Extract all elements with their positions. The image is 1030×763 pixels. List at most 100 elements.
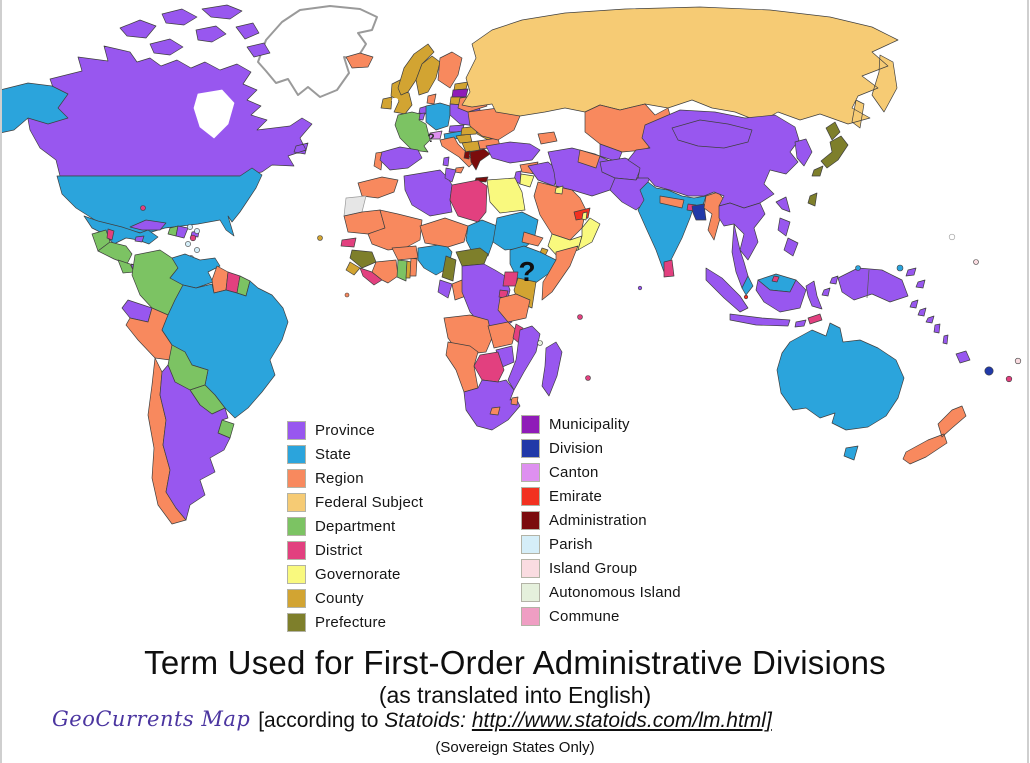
map-region-turkey [485,141,541,164]
legend-item-division: Division [521,438,681,458]
map-region-madagascar [541,341,563,397]
map-region-sri-lanka [663,259,675,278]
map-dot-micronesia [855,265,861,271]
map-region-seychelles [577,314,583,320]
legend-label-municipality: Municipality [549,415,630,433]
legend-label-administration: Administration [549,511,647,529]
map-region-mozambique [507,325,541,391]
legend-swatch-province [287,420,306,440]
map-region-gabon [437,279,453,299]
legend-label-parish: Parish [549,535,593,553]
map-dot-cape-verde [317,235,323,241]
map-region-jamaica [134,235,145,243]
map-region-greenland [257,5,378,98]
legend-swatch-prefecture [287,612,306,632]
map-region-russia [461,6,899,129]
map-region-algeria [403,169,453,217]
legend-column-left: Province State Region Federal Subject Depart… [287,420,423,636]
map-region-finland [437,51,463,89]
map-region-albania [463,150,471,160]
legend-label-emirate: Emirate [549,487,603,505]
legend-item-commune: Commune [521,606,681,626]
map-region-iceland [345,52,374,69]
legend-item-county: County [287,588,423,608]
attribution-prefix: [according to [258,709,385,732]
map-region-spain [379,146,423,171]
legend-swatch-federal-subject [287,492,306,512]
map-region-tonga [1005,375,1013,383]
map-region-norway [397,43,435,96]
map-region-indonesia [705,267,839,328]
legend-label-autonomous-island: Autonomous Island [549,583,681,601]
page-subtitle: (as translated into English) [378,682,652,708]
map-region-japan [811,121,849,177]
map-dot-lesser-antilles [194,228,200,234]
map-region-venezuela [169,253,221,289]
map-dot-bahamas [140,205,146,211]
map-region-jordan [519,173,535,188]
map-region-micronesia [855,264,904,272]
map-region-greece [469,148,491,183]
map-region-new-guinea-border [866,269,870,299]
page-title: Term Used for First-Order Administrative… [144,644,886,681]
map-region-honduras-nicaragua [97,241,133,265]
map-region-nepal [659,195,685,209]
map-dot-atlantic-island-dot [344,292,350,298]
legend-label-federal-subject: Federal Subject [315,493,424,511]
map-region-argentina [159,364,231,521]
map-region-niger [419,217,469,248]
map-region-antilles-dot [189,234,197,242]
map-region-caucasus [537,131,558,145]
right-border-line [1027,0,1029,763]
legend-item-governorate: Governorate [287,564,423,584]
map-region-slovenia-croatia [455,133,473,144]
map-dot-antilles-dot [189,234,197,242]
legend-item-department: Department [287,516,423,536]
legend-item-state: State [287,444,423,464]
map-region-new-zealand [902,405,967,465]
map-region-eritrea [521,231,544,247]
map-dot-comoros [537,340,543,346]
map-dot-pacific-open-circle [1014,357,1022,365]
map-region-egypt [486,177,526,214]
legend-swatch-canton [521,462,540,482]
legend-swatch-division [521,438,540,458]
legend-swatch-municipality [521,414,540,434]
map-dot-pacific-circle-gray [948,233,956,241]
legend-label-state: State [315,445,352,463]
map-region-benin [409,257,418,277]
map-dot-mauritius [585,375,591,381]
legend-swatch-state [287,444,306,464]
legend-item-province: Province [287,420,423,440]
map-region-guyana [211,265,229,294]
attribution-source: Statoids: [384,709,472,732]
attribution-url-link[interactable]: http://www.statoids.com/lm.html] [471,709,772,732]
legend-label-department: Department [315,517,396,535]
map-region-lesser-antilles [185,224,200,261]
map-region-pacific-circle-pink [973,259,979,265]
map-dot-lesser-antilles [194,247,200,253]
map-region-liberia [359,267,383,286]
map-region-latvia [451,88,469,98]
world-map: ??? [0,4,1022,525]
map-region-morocco [357,176,399,199]
map-region-png-islands [905,267,926,289]
legend-swatch-emirate [521,486,540,506]
map-region-solomons [909,299,935,324]
legend-swatch-county [287,588,306,608]
map-region-central-african-republic [455,247,489,267]
ethiopia-question-mark: ? [518,256,535,287]
legend-swatch-administration [521,510,540,530]
legend-label-island-group: Island Group [549,559,638,577]
map-region-bahamas [140,205,146,211]
left-border-line [0,0,2,763]
legend-item-emirate: Emirate [521,486,681,506]
map-region-turkmenistan [577,149,601,169]
map-region-belize [106,228,115,241]
legend-swatch-region [287,468,306,488]
map-region-bangladesh [691,203,707,221]
legend-swatch-commune [521,606,540,626]
legend-item-district: District [287,540,423,560]
legend-swatch-autonomous-island [521,582,540,602]
